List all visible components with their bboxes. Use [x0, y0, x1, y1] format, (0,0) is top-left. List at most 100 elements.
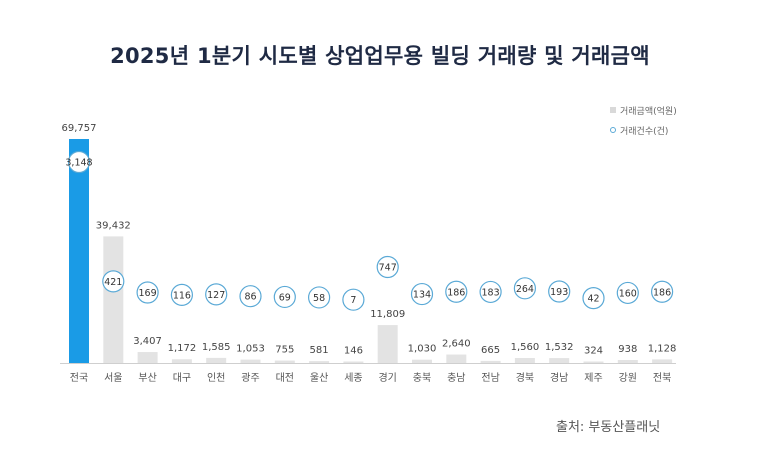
legend-label-amount: 거래금액(억원)	[620, 106, 677, 117]
bar-울산	[309, 361, 330, 363]
count-label-부산: 169	[139, 288, 157, 299]
count-bubble-강원	[616, 281, 639, 305]
amount-label-대구: 1,172	[168, 343, 197, 354]
amount-label-제주: 324	[584, 346, 603, 357]
category-label-제주: 제주	[584, 372, 602, 384]
count-bubble-경남	[548, 280, 571, 303]
amount-label-경북: 1,560	[511, 342, 540, 353]
count-bubble-전국	[67, 150, 91, 174]
count-bubble-부산	[136, 281, 159, 304]
amount-label-울산: 581	[310, 345, 329, 356]
count-label-강원: 160	[619, 288, 637, 299]
category-label-강원: 강원	[619, 372, 637, 384]
category-label-세종: 세종	[344, 372, 362, 384]
amount-label-광주: 1,053	[236, 344, 265, 355]
count-label-경기: 747	[379, 263, 397, 274]
category-label-대구: 대구	[173, 372, 191, 384]
bar-대구	[171, 359, 192, 363]
count-bubble-제주	[582, 287, 605, 310]
source-note: 출처: 부동산플래닛	[556, 420, 661, 435]
amount-label-충남: 2,640	[442, 339, 471, 350]
bar-전북	[652, 359, 673, 363]
amount-label-전국: 69,757	[62, 123, 97, 134]
amount-label-서울: 39,432	[96, 220, 131, 231]
count-label-전남: 183	[482, 287, 500, 298]
count-label-서울: 421	[104, 277, 122, 288]
legend: 거래금액(억원) 거래건수(건)	[610, 100, 677, 140]
bar-대전	[274, 360, 295, 363]
count-label-충북: 134	[413, 290, 431, 301]
amount-label-전북: 1,128	[648, 343, 677, 354]
bar-경남	[549, 358, 570, 363]
category-label-경남: 경남	[550, 371, 568, 384]
amount-label-충북: 1,030	[408, 344, 437, 355]
category-label-충북: 충북	[413, 372, 431, 384]
count-label-제주: 42	[587, 294, 599, 305]
bar-충북	[412, 359, 432, 363]
category-label-경기: 경기	[378, 371, 396, 384]
category-label-전남: 전남	[481, 372, 499, 384]
amount-label-대전: 755	[275, 345, 294, 356]
legend-swatch-amount	[610, 107, 616, 113]
amount-label-세종: 146	[344, 346, 363, 357]
count-label-세종: 7	[350, 295, 356, 306]
bar-경북	[514, 357, 535, 363]
amount-label-경남: 1,532	[545, 342, 574, 353]
amount-label-인천: 1,585	[202, 342, 231, 353]
count-bubble-전북	[650, 280, 674, 303]
category-label-서울: 서울	[104, 372, 122, 384]
category-label-인천: 인천	[207, 372, 225, 384]
legend-item-amount: 거래금액(억원)	[610, 100, 677, 120]
bar-제주	[583, 361, 604, 363]
count-bubble-울산	[308, 286, 331, 309]
count-label-전국: 3,148	[65, 158, 92, 169]
category-label-충남: 충남	[447, 372, 465, 384]
bar-경기	[377, 325, 398, 363]
amount-label-전남: 665	[481, 345, 500, 356]
count-bubble-광주	[239, 285, 262, 308]
count-label-경북: 264	[516, 284, 534, 295]
legend-label-count: 거래건수(건)	[620, 126, 669, 137]
bar-인천	[206, 357, 227, 363]
bar-서울	[103, 236, 124, 363]
category-label-대전: 대전	[276, 372, 294, 384]
category-label-전국: 전국	[70, 372, 88, 384]
count-bubble-경북	[513, 277, 537, 300]
category-label-전북: 전북	[653, 372, 671, 384]
amount-label-강원: 938	[618, 344, 637, 355]
count-label-전북: 186	[653, 287, 671, 298]
legend-item-count: 거래건수(건)	[610, 120, 677, 140]
count-bubble-충북	[410, 282, 434, 306]
count-bubble-서울	[102, 270, 125, 293]
bar-충남	[446, 354, 467, 363]
bar-강원	[617, 359, 638, 363]
category-label-부산: 부산	[138, 372, 156, 384]
count-bubble-충남	[445, 280, 468, 303]
category-label-경북: 경북	[516, 371, 534, 384]
amount-label-경기: 11,809	[370, 309, 405, 320]
count-bubble-대구	[170, 283, 193, 306]
count-label-대전: 69	[279, 292, 291, 303]
amount-label-부산: 3,407	[133, 336, 162, 347]
count-bubble-전남	[479, 280, 502, 304]
chart-title: 2025년 1분기 시도별 상업업무용 빌딩 거래량 및 거래금액	[110, 44, 650, 68]
count-bubble-세종	[342, 288, 365, 311]
count-label-울산: 58	[313, 293, 325, 304]
count-label-충남: 186	[447, 287, 465, 298]
category-label-광주: 광주	[241, 372, 259, 384]
bar-광주	[240, 359, 261, 363]
count-label-인천: 127	[207, 290, 225, 301]
count-label-광주: 86	[244, 292, 256, 303]
category-label-울산: 울산	[310, 372, 328, 384]
bar-부산	[137, 352, 158, 363]
bar-전국	[69, 139, 89, 363]
legend-swatch-count	[610, 127, 616, 133]
count-bubble-경기	[376, 255, 399, 279]
bar-세종	[343, 361, 364, 363]
count-bubble-대전	[273, 285, 296, 309]
count-label-경남: 193	[550, 287, 568, 298]
count-label-대구: 116	[173, 290, 191, 301]
bar-전남	[480, 360, 501, 363]
count-bubble-인천	[205, 283, 228, 306]
